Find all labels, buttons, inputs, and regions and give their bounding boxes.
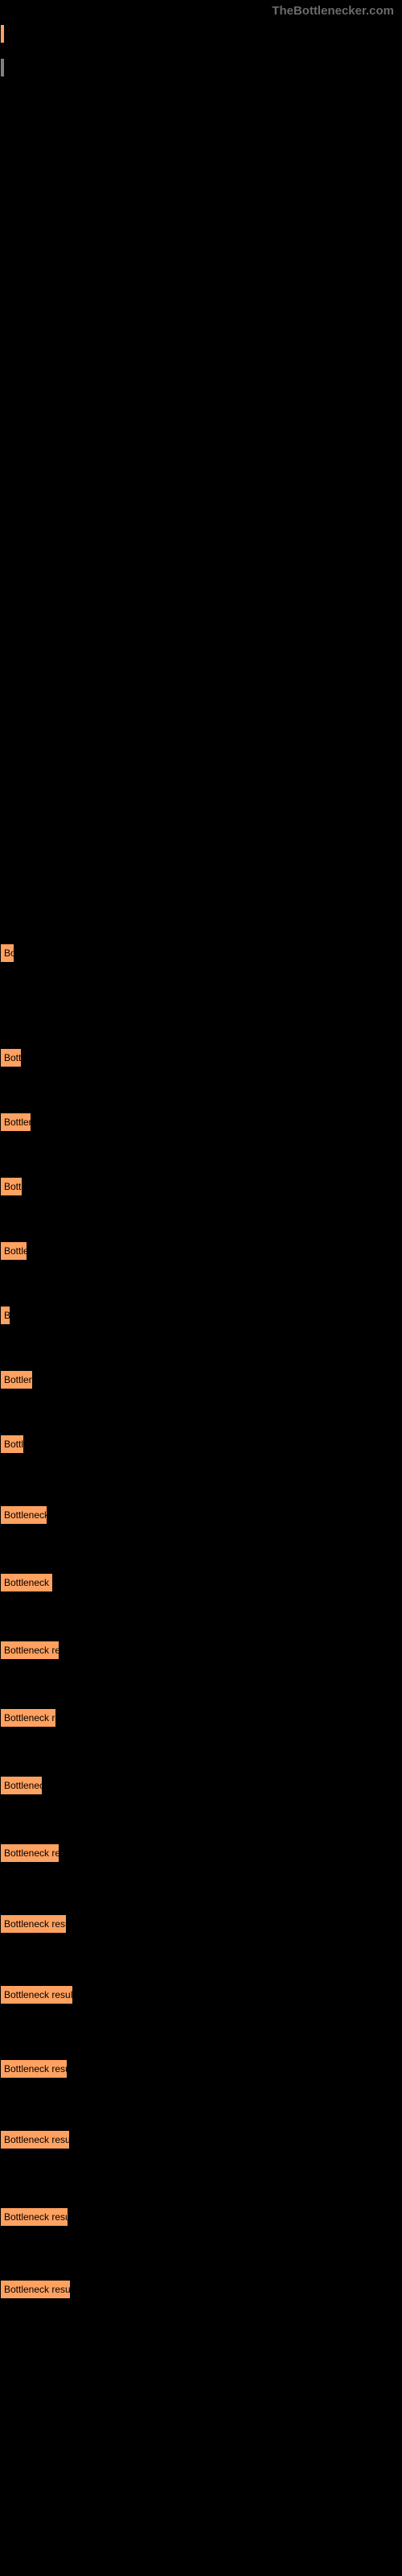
bar: Bottleneck resu (0, 1843, 59, 1863)
bar: Bottle (0, 1241, 27, 1261)
bar: Bott (0, 1048, 22, 1067)
bar-row: Bottleneck r (0, 1505, 47, 1525)
bar-label: Bott (4, 1181, 21, 1192)
bar-label: Bottleneck r (4, 1509, 55, 1521)
bar-row: Bottlene (0, 1370, 33, 1389)
bar: B (0, 1306, 10, 1325)
bar-row: Bottleneck (0, 1776, 43, 1795)
bar: Bottleneck result (0, 2207, 68, 2227)
bar-label: Bottleneck re (4, 1577, 60, 1588)
bar: Bottleneck resu (0, 1641, 59, 1660)
bar-label: Bottleneck result (4, 2063, 76, 2074)
bar: Bottleneck (0, 1776, 43, 1795)
bar-row: B (0, 1306, 10, 1325)
bar: Bottleneck result (0, 2059, 68, 2079)
bar: Bottleneck res (0, 1708, 56, 1728)
bar-row: Bottleneck result (0, 2059, 68, 2079)
bar-row: Bottleneck result (0, 1914, 67, 1934)
bar-row: Bottleneck result (0, 2130, 70, 2149)
bar-row: Bottleneck resu (0, 1843, 59, 1863)
bar-label: Bottlene (4, 1117, 39, 1128)
bar: Bottleneck result (0, 1914, 67, 1934)
bar-label: Bottleneck result (4, 2211, 76, 2223)
bar-row: Bottl (0, 1435, 24, 1454)
bar-label: Bottlene (4, 1374, 39, 1385)
bar: Bottleneck r (0, 1505, 47, 1525)
bar-label: Bottle (4, 1245, 29, 1257)
bar-label: Bottleneck result (4, 2134, 76, 2145)
bar-row: Bott (0, 1177, 23, 1196)
bar: Bo (0, 943, 14, 963)
bar-label: Bottleneck result (4, 1918, 76, 1930)
bar-row: Bott (0, 1048, 22, 1067)
bar-row: Bo (0, 943, 14, 963)
bar (0, 58, 5, 77)
bar: Bott (0, 1177, 23, 1196)
bar-label: Bottl (4, 1439, 23, 1450)
bar-label: Bottleneck result, (4, 1989, 78, 2000)
bar: Bottleneck result (0, 2280, 71, 2299)
bar-row: Bottle (0, 1241, 27, 1261)
bar-label: Bottleneck res (4, 1712, 65, 1724)
bar-label: Bottleneck resu (4, 1847, 71, 1859)
bar-label: Bott (4, 1052, 21, 1063)
bar-row (0, 24, 5, 43)
bar-row (0, 58, 5, 77)
bar: Bottlene (0, 1113, 31, 1132)
bar: Bottlene (0, 1370, 33, 1389)
bar-label: Bo (4, 947, 16, 959)
bar-label: Bottleneck (4, 1780, 49, 1791)
bar (0, 24, 5, 43)
bar-label: Bottleneck resu (4, 1645, 71, 1656)
bar: Bottl (0, 1435, 24, 1454)
bar-row: Bottleneck result (0, 2207, 68, 2227)
bar: Bottleneck re (0, 1573, 53, 1592)
bar-row: Bottleneck res (0, 1708, 56, 1728)
bar-label: Bottleneck result (4, 2284, 76, 2295)
bar: Bottleneck result, (0, 1985, 73, 2004)
bar-chart: Bo Bott Bottlene Bott Bottle B Bottlene Bottl Bo… (0, 0, 402, 2328)
bar-label: B (4, 1310, 10, 1321)
bar-row: Bottleneck re (0, 1573, 53, 1592)
bar: Bottleneck result (0, 2130, 70, 2149)
bar-row: Bottlene (0, 1113, 31, 1132)
bar-row: Bottleneck result (0, 2280, 71, 2299)
bar-row: Bottleneck result, (0, 1985, 73, 2004)
bar-row: Bottleneck resu (0, 1641, 59, 1660)
